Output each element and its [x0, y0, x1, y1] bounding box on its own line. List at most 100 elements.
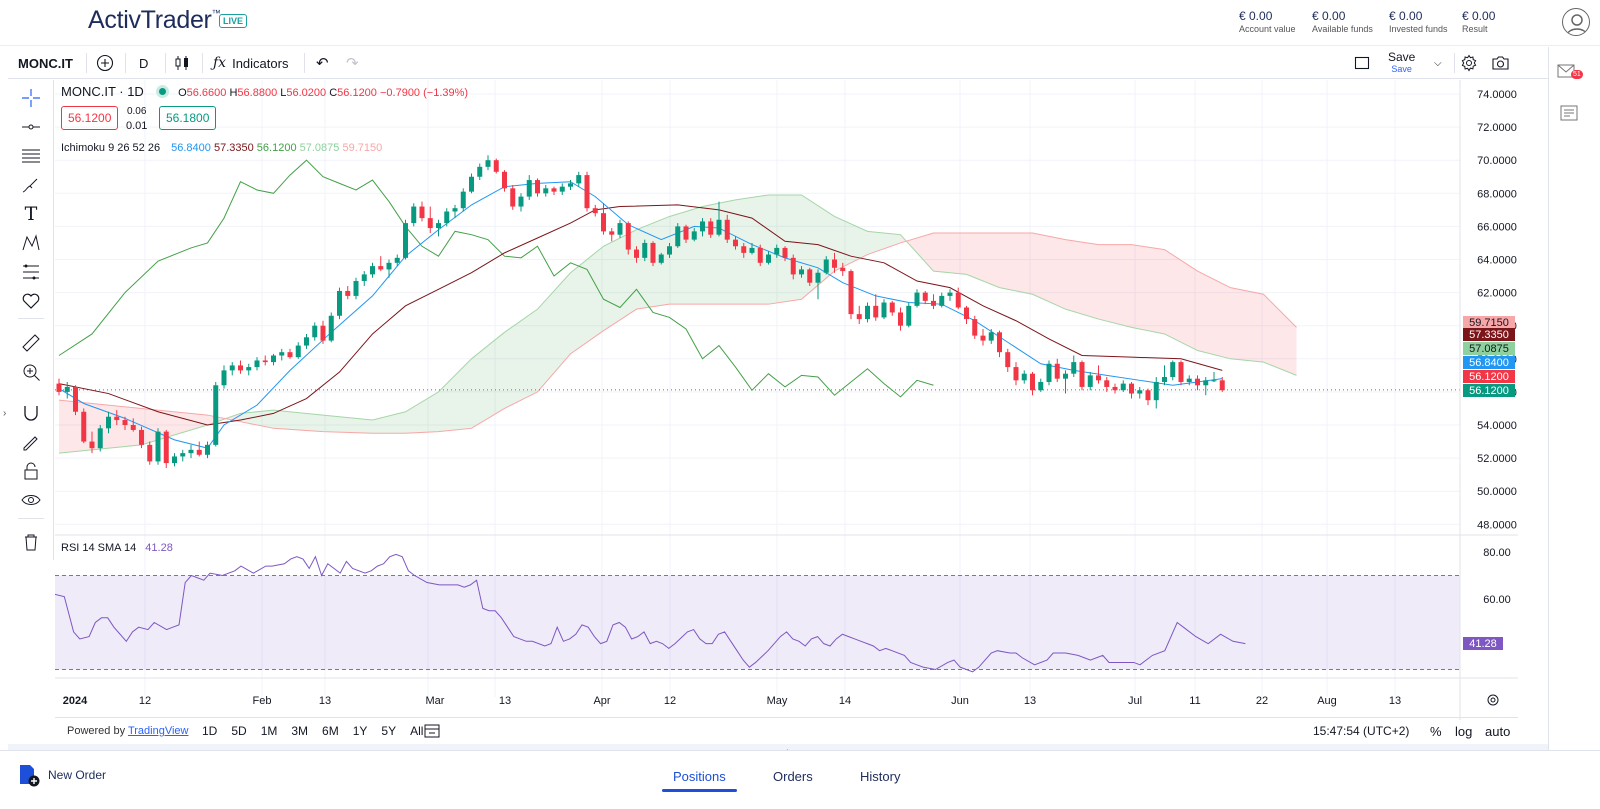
symbol-search[interactable]: MONC.IT [18, 55, 73, 71]
candle-down [238, 360, 243, 374]
candle-body [617, 223, 623, 235]
live-badge: LIVE [219, 14, 248, 28]
remove-drawings-tool[interactable] [20, 531, 42, 553]
activtrader-logo[interactable]: ActivTrader™ [88, 6, 221, 34]
range-5d[interactable]: 5D [231, 724, 247, 738]
candle-up [766, 251, 771, 265]
candle-body [262, 360, 268, 363]
magnet-tool[interactable] [20, 402, 42, 424]
candle-body [881, 302, 887, 318]
chevron-up-icon[interactable]: ︿ [783, 744, 793, 754]
range-1m[interactable]: 1M [260, 724, 278, 738]
pattern-tool[interactable] [20, 232, 42, 254]
candle-up [213, 381, 219, 447]
collapse-arrow-icon[interactable]: › [3, 408, 7, 419]
save-dropdown[interactable]: ⌵ [1434, 47, 1442, 79]
crosshair-tool[interactable] [20, 87, 42, 109]
text-tool[interactable]: T [20, 203, 42, 225]
candle-down [741, 242, 747, 258]
brush-tool[interactable] [20, 174, 42, 196]
candle-up [1170, 360, 1176, 381]
time-axis-label: 13 [499, 695, 511, 707]
range-6m[interactable]: 6M [322, 724, 339, 738]
range-1y[interactable]: 1Y [352, 724, 368, 738]
fullscreen-button[interactable] [1354, 47, 1370, 79]
gear-hub [1490, 697, 1496, 703]
market-status-dot [159, 88, 167, 95]
zoom-tool[interactable] [20, 361, 42, 383]
percent-toggle[interactable]: % [1430, 724, 1442, 739]
stay-drawing-tool[interactable] [20, 431, 42, 453]
candle-down [510, 185, 516, 210]
chart-type-button[interactable] [173, 47, 191, 79]
interval-button[interactable]: D [139, 55, 149, 71]
compare-symbol-button[interactable] [96, 47, 114, 79]
candle-body [345, 290, 351, 296]
undo-button[interactable]: ↶ [316, 47, 329, 79]
buy-price-button[interactable]: 56.1800 [159, 106, 217, 130]
panel-divider[interactable] [8, 744, 1548, 750]
fib-tool[interactable] [20, 145, 42, 167]
projection-tool[interactable] [20, 261, 42, 283]
news-button[interactable] [1559, 103, 1579, 128]
cloud-segment [1098, 244, 1132, 328]
rsi-tag-label: 41.28 [1469, 638, 1497, 650]
tab-positions[interactable]: Positions [673, 769, 726, 784]
tradingview-link[interactable]: TradingView [127, 725, 189, 737]
candle-body [378, 266, 384, 270]
sell-price-button[interactable]: 56.1200 [61, 106, 119, 130]
indicators-button[interactable]: ƒx Indicators [213, 55, 289, 71]
user-avatar-icon[interactable] [1562, 8, 1590, 36]
ichimoku-legend[interactable]: Ichimoku 9 26 52 26 56.8400 57.3350 56.1… [61, 142, 383, 154]
range-all[interactable]: All [410, 724, 424, 738]
favorites-tool[interactable] [20, 290, 42, 312]
ruler-tool[interactable] [20, 332, 42, 354]
date-range-button[interactable] [423, 722, 441, 743]
candle-down [122, 416, 128, 430]
save-button[interactable]: Save Save [1388, 50, 1416, 74]
candle-body [955, 292, 961, 308]
candle-up [658, 252, 664, 265]
tab-history[interactable]: History [860, 769, 901, 784]
new-order-button[interactable]: New Order [18, 763, 106, 787]
candle-body [295, 345, 301, 358]
candle-body [122, 420, 128, 425]
candle-body [840, 267, 846, 272]
candle-body [510, 188, 516, 207]
tab-orders[interactable]: Orders [773, 769, 813, 784]
candle-body [1096, 375, 1101, 381]
screenshot-button[interactable] [1491, 47, 1510, 79]
range-5y[interactable]: 5Y [381, 724, 397, 738]
time-axis-label: Apr [593, 695, 610, 707]
hide-tool[interactable] [20, 489, 42, 511]
price-axis-label: 64.0000 [1477, 255, 1517, 267]
candle-down [419, 201, 425, 222]
time-axis-label: May [767, 695, 788, 707]
candle-body [807, 269, 813, 283]
candle-down [840, 262, 846, 277]
candle-body [81, 411, 87, 442]
candle-body [601, 213, 606, 232]
candle-body [766, 254, 771, 263]
symbol-title[interactable]: MONC.IT · 1D [61, 84, 144, 99]
range-1d[interactable]: 1D [202, 724, 218, 738]
candle-body [1005, 352, 1011, 368]
rsi-legend[interactable]: RSI 14 SMA 14 41.28 [61, 542, 173, 554]
candle-up [279, 348, 285, 361]
price-chart[interactable]: 74.0000 72.0000 70.0000 68.0000 66.0000 64.00… [55, 80, 1548, 720]
range-3m[interactable]: 3M [291, 724, 309, 738]
settings-button[interactable] [1460, 47, 1478, 79]
lock-tool[interactable] [20, 460, 42, 482]
auto-toggle[interactable]: auto [1485, 724, 1511, 739]
cloud-segment [273, 410, 323, 432]
chart-area[interactable]: 74.0000 72.0000 70.0000 68.0000 66.0000 64.00… [55, 80, 1548, 720]
candle-down [601, 203, 606, 235]
candle-body [625, 223, 631, 250]
log-toggle[interactable]: log [1455, 724, 1473, 739]
redo-button[interactable]: ↷ [346, 47, 359, 79]
clock[interactable]: 15:47:54 (UTC+2) [1313, 724, 1410, 738]
messages-button[interactable]: 51 [1556, 61, 1583, 86]
trend-line-tool[interactable] [20, 116, 42, 138]
price-tag-label: 57.3350 [1469, 329, 1509, 341]
candle-body [444, 211, 450, 224]
